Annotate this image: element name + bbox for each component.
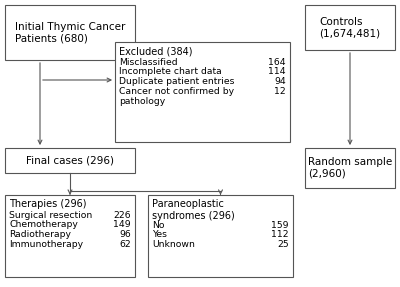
Text: 164: 164 bbox=[268, 58, 286, 67]
Text: Controls
(1,674,481): Controls (1,674,481) bbox=[320, 17, 380, 38]
Text: Cancer not confirmed by
pathology: Cancer not confirmed by pathology bbox=[119, 87, 234, 106]
Bar bbox=[5, 5, 135, 60]
Text: Duplicate patient entries: Duplicate patient entries bbox=[119, 77, 234, 86]
Text: 149: 149 bbox=[113, 220, 131, 230]
Bar bbox=[305, 5, 395, 50]
Bar bbox=[148, 195, 293, 277]
Bar bbox=[305, 148, 395, 188]
Text: 25: 25 bbox=[277, 240, 289, 249]
Bar bbox=[5, 148, 135, 173]
Text: Yes: Yes bbox=[152, 230, 167, 239]
Text: 114: 114 bbox=[268, 67, 286, 76]
Text: Paraneoplastic
syndromes (296): Paraneoplastic syndromes (296) bbox=[152, 199, 235, 221]
Text: No: No bbox=[152, 221, 164, 230]
Bar bbox=[5, 195, 135, 277]
Text: Therapies (296): Therapies (296) bbox=[9, 199, 86, 209]
Text: Incomplete chart data: Incomplete chart data bbox=[119, 67, 222, 76]
Text: 159: 159 bbox=[272, 221, 289, 230]
Text: 226: 226 bbox=[113, 211, 131, 220]
Text: Excluded (384): Excluded (384) bbox=[119, 46, 192, 56]
Text: 12: 12 bbox=[274, 87, 286, 96]
Text: 112: 112 bbox=[271, 230, 289, 239]
Text: Unknown: Unknown bbox=[152, 240, 195, 249]
Text: Surgical resection: Surgical resection bbox=[9, 211, 92, 220]
Text: Random sample
(2,960): Random sample (2,960) bbox=[308, 157, 392, 179]
Text: Misclassified: Misclassified bbox=[119, 58, 178, 67]
Text: Initial Thymic Cancer
Patients (680): Initial Thymic Cancer Patients (680) bbox=[15, 22, 125, 43]
Text: 94: 94 bbox=[274, 77, 286, 86]
Text: Final cases (296): Final cases (296) bbox=[26, 156, 114, 166]
Text: 96: 96 bbox=[119, 230, 131, 239]
Bar bbox=[115, 42, 290, 142]
Text: 62: 62 bbox=[119, 240, 131, 249]
Text: Immunotherapy: Immunotherapy bbox=[9, 240, 83, 249]
Text: Chemotherapy: Chemotherapy bbox=[9, 220, 78, 230]
Text: Radiotherapy: Radiotherapy bbox=[9, 230, 71, 239]
